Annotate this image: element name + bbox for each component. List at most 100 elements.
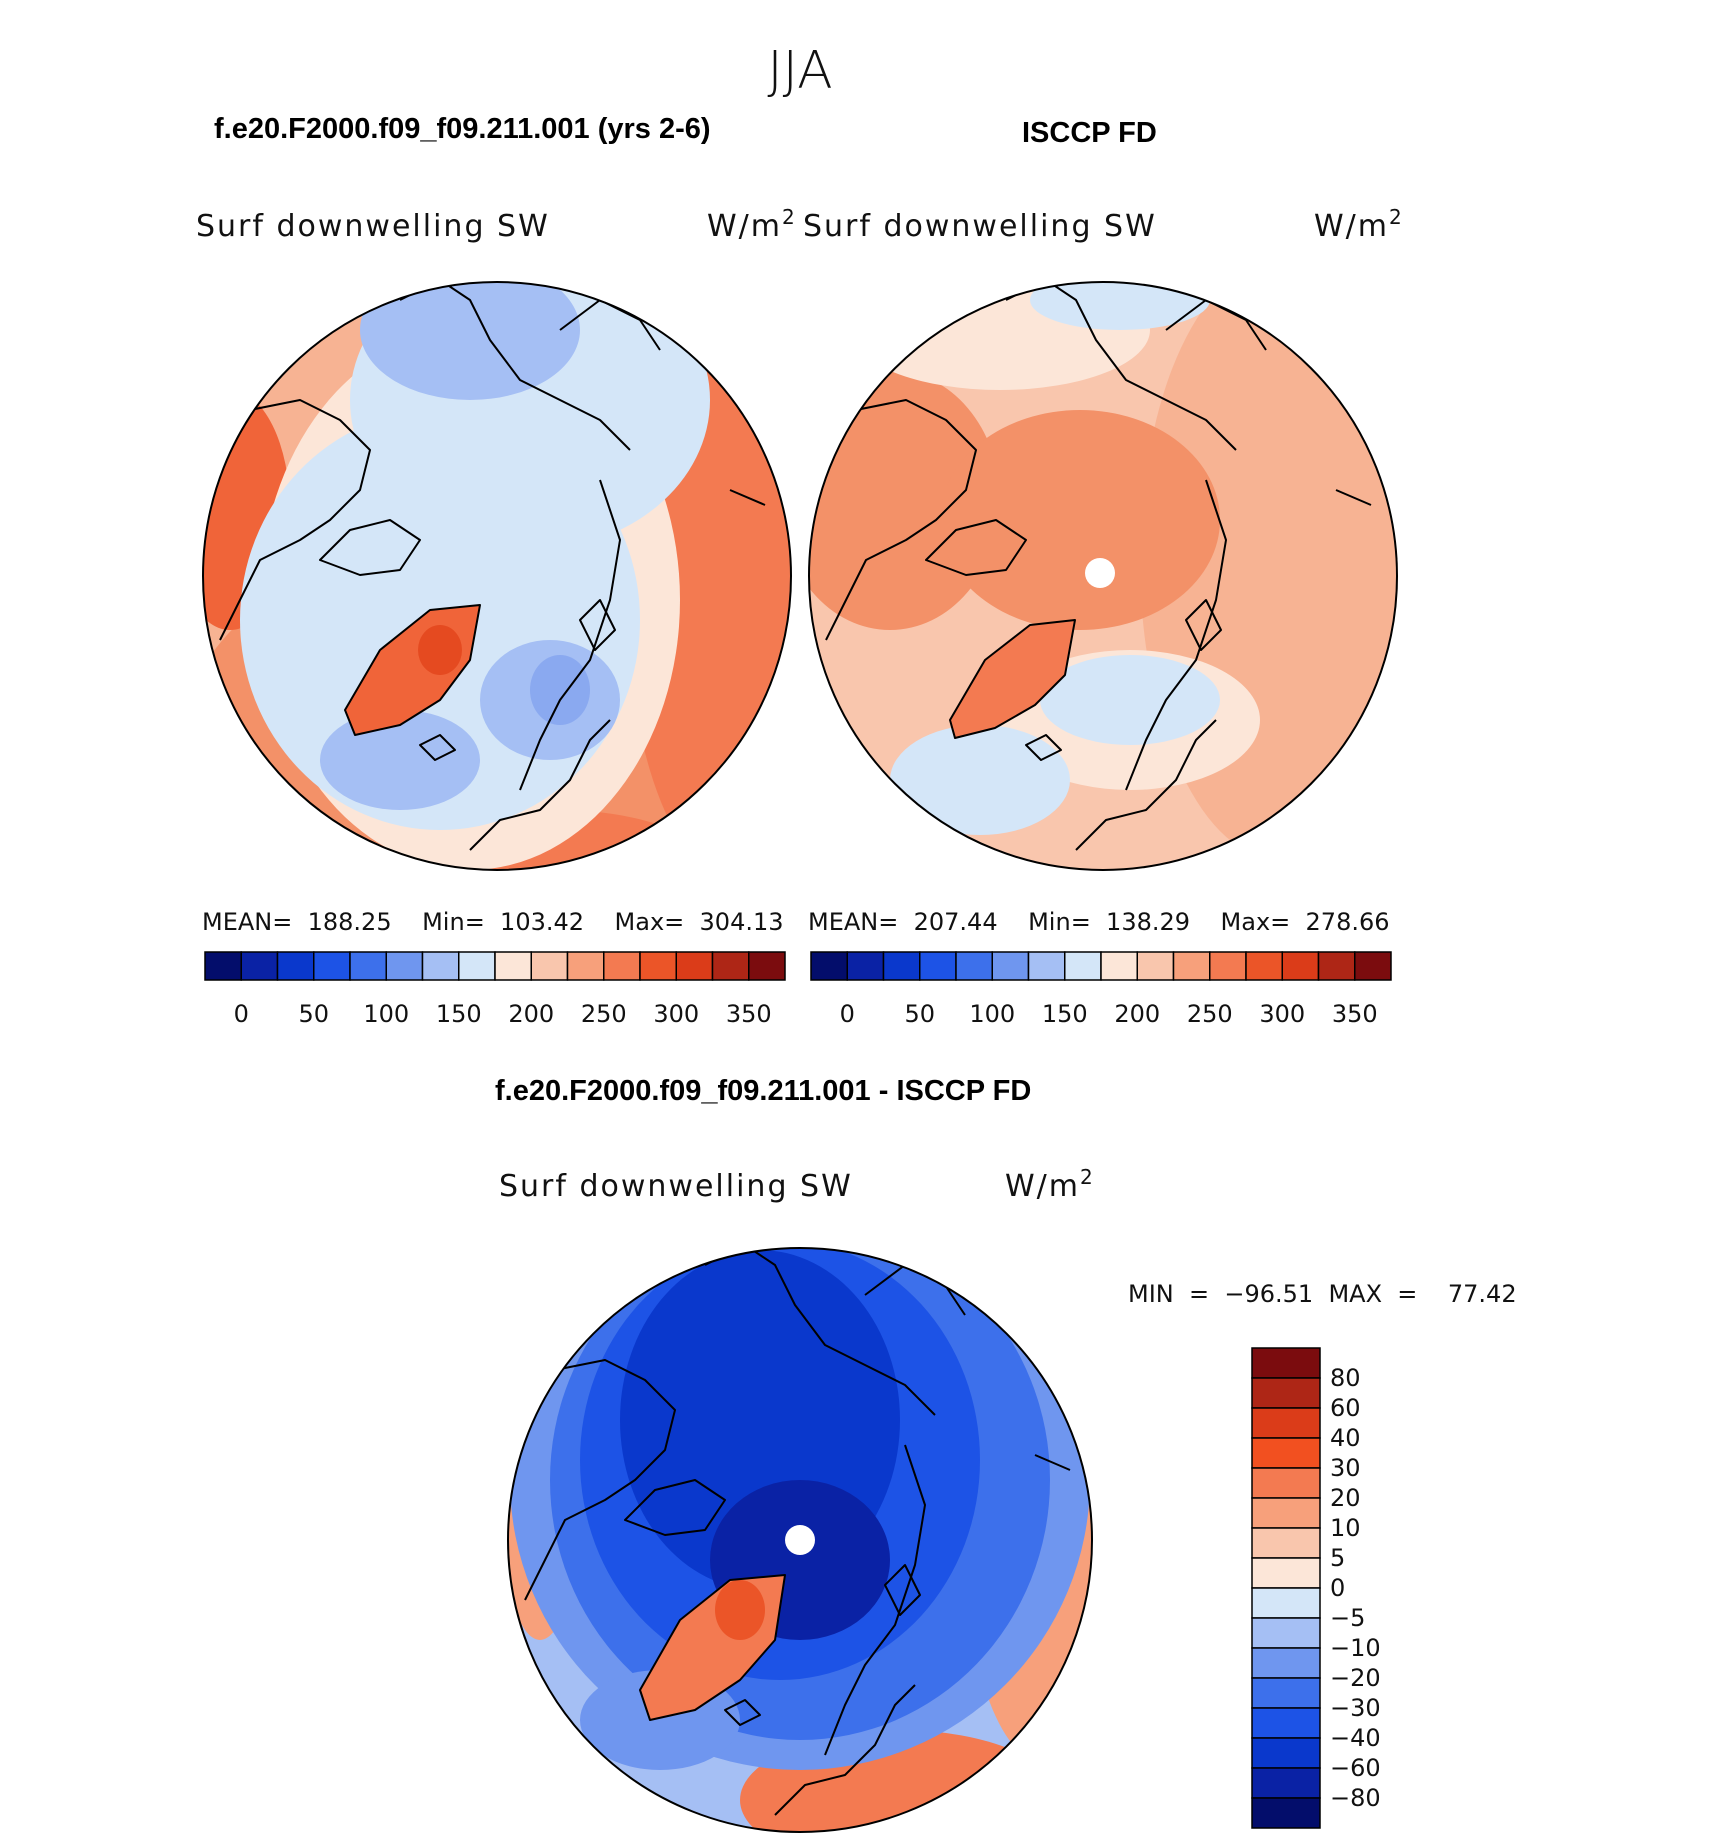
colorbar-diff-box — [1251, 1677, 1321, 1709]
colorbar-obs-box — [1136, 951, 1175, 981]
colorbar-obs-box — [1245, 951, 1283, 981]
panel-model-stats: MEAN= 188.25 Min= 103.42 Max= 304.13 — [202, 908, 784, 936]
colorbar-diff-box — [1251, 1347, 1321, 1379]
colorbar-diff-box — [1251, 1467, 1321, 1499]
panel-obs-stats: MEAN= 207.44 Min= 138.29 Max= 278.66 — [808, 908, 1390, 936]
panel-model: f.e20.F2000.f09_f09.211.001 (yrs 2-6) Su… — [196, 113, 797, 1028]
colorbar-diff-tick-label: −10 — [1330, 1634, 1381, 1662]
colorbar-obs-box — [1209, 951, 1247, 981]
panel-model-variable: Surf downwelling SW — [196, 209, 550, 244]
colorbar-diff-tick-label: −60 — [1330, 1754, 1381, 1782]
colorbar-obs-box — [919, 951, 957, 981]
colorbar-obs-tick-label: 50 — [904, 1000, 935, 1028]
colorbar-model-box — [458, 951, 496, 981]
colorbar-diff-box — [1251, 1647, 1321, 1679]
colorbar-diff-tick-label: 10 — [1330, 1514, 1361, 1542]
colorbar-obs-tick-label: 100 — [969, 1000, 1015, 1028]
panel-obs-title: ISCCP FD — [1022, 117, 1157, 149]
colorbar-diff-tick-label: −5 — [1330, 1604, 1365, 1632]
colorbar-diff-box — [1251, 1797, 1321, 1829]
panel-diff-units: W/m2 — [1005, 1165, 1095, 1204]
colorbar-diff-tick-label: 80 — [1330, 1364, 1361, 1392]
colorbar-model-box — [276, 951, 315, 981]
panel-obs-variable: Surf downwelling SW — [803, 209, 1157, 244]
colorbar-model-box — [711, 951, 750, 981]
colorbar-diff-tick-label: 40 — [1330, 1424, 1361, 1452]
colorbar-diff-tick-label: −20 — [1330, 1664, 1381, 1692]
colorbar-obs-box — [1064, 951, 1102, 981]
colorbar-diff-box — [1251, 1437, 1321, 1469]
colorbar-model-tick-label: 0 — [234, 1000, 249, 1028]
colorbar-model-tick-label: 150 — [436, 1000, 482, 1028]
colorbar-obs-box — [991, 951, 1030, 981]
colorbar-model-box — [675, 951, 714, 981]
colorbar-diff-tick-label: 0 — [1330, 1574, 1345, 1602]
colorbar-diff-box — [1251, 1737, 1321, 1769]
panel-diff-variable: Surf downwelling SW — [499, 1169, 853, 1204]
colorbar-obs-tick-label: 250 — [1187, 1000, 1233, 1028]
colorbar-diff-box — [1251, 1617, 1321, 1649]
colorbar-model-box — [603, 951, 641, 981]
colorbar-diff-box — [1251, 1407, 1321, 1439]
colorbar-obs: 0 50 100 150 200 250 300 350 — [810, 951, 1392, 1028]
colorbar-diff-box — [1251, 1707, 1321, 1739]
panel-diff-minmax: MIN = −96.51 MAX = 77.42 — [1128, 1280, 1517, 1308]
colorbar-model-tick-label: 50 — [298, 1000, 329, 1028]
colorbar-diff-box — [1251, 1557, 1321, 1589]
colorbar-diff-tick-label: 30 — [1330, 1454, 1361, 1482]
colorbar-model-box — [530, 951, 569, 981]
colorbar-diff-tick-label: 20 — [1330, 1484, 1361, 1512]
colorbar-obs-tick-label: 200 — [1114, 1000, 1160, 1028]
colorbar-model-box — [421, 951, 460, 981]
colorbar-obs-box — [1281, 951, 1320, 981]
colorbar-diff-box — [1251, 1527, 1321, 1559]
colorbar-diff-box — [1251, 1587, 1321, 1619]
colorbar-diff-tick-label: −30 — [1330, 1694, 1381, 1722]
colorbar-diff-box — [1251, 1377, 1321, 1409]
colorbar-model-box — [748, 951, 786, 981]
panel-diff: f.e20.F2000.f09_f09.211.001 - ISCCP FD S… — [495, 1075, 1517, 1833]
colorbar-obs-box — [846, 951, 885, 981]
colorbar-obs-box — [955, 951, 993, 981]
colorbar-diff-tick-label: −40 — [1330, 1724, 1381, 1752]
colorbar-obs-box — [1354, 951, 1392, 981]
map-diff — [507, 1247, 1093, 1833]
colorbar-model-box — [240, 951, 279, 981]
colorbar-model-box — [639, 951, 677, 981]
colorbar-obs-box — [1172, 951, 1211, 981]
colorbar-model-box — [494, 951, 532, 981]
colorbar-model-tick-label: 350 — [726, 1000, 772, 1028]
colorbar-obs-box — [1027, 951, 1066, 981]
colorbar-model-tick-label: 100 — [363, 1000, 409, 1028]
colorbar-obs-box — [882, 951, 921, 981]
colorbar-diff-tick-label: −80 — [1330, 1784, 1381, 1812]
panel-model-title: f.e20.F2000.f09_f09.211.001 (yrs 2-6) — [214, 113, 711, 145]
colorbar-obs-tick-label: 350 — [1332, 1000, 1378, 1028]
suptitle: JJA — [767, 41, 832, 101]
colorbar-model-box — [385, 951, 424, 981]
panel-obs-units: W/m2 — [1314, 205, 1404, 244]
colorbar-model-tick-label: 200 — [508, 1000, 554, 1028]
colorbar-model-tick-label: 300 — [653, 1000, 699, 1028]
panel-model-units: W/m2 — [707, 205, 797, 244]
colorbar-diff-box — [1251, 1767, 1321, 1799]
colorbar-model-box — [349, 951, 387, 981]
panel-diff-title: f.e20.F2000.f09_f09.211.001 - ISCCP FD — [495, 1075, 1031, 1107]
colorbar-model-box — [566, 951, 605, 981]
colorbar-model-box — [313, 951, 351, 981]
colorbar-obs-box — [1317, 951, 1356, 981]
colorbar-diff-box — [1251, 1497, 1321, 1529]
colorbar-diff-tick-label: 60 — [1330, 1394, 1361, 1422]
colorbar-diff-tick-label: 5 — [1330, 1544, 1345, 1572]
panel-obs: ISCCP FD Surf downwelling SW W/m2 — [803, 117, 1404, 1028]
colorbar-obs-box — [1100, 951, 1138, 981]
colorbar-obs-tick-label: 300 — [1259, 1000, 1305, 1028]
colorbar-obs-tick-label: 0 — [840, 1000, 855, 1028]
colorbar-model-box — [204, 951, 242, 981]
map-model — [202, 281, 792, 871]
colorbar-model: 0 50 100 150 200 250 300 350 — [204, 951, 786, 1028]
map-obs — [808, 281, 1398, 871]
colorbar-obs-box — [810, 951, 848, 981]
